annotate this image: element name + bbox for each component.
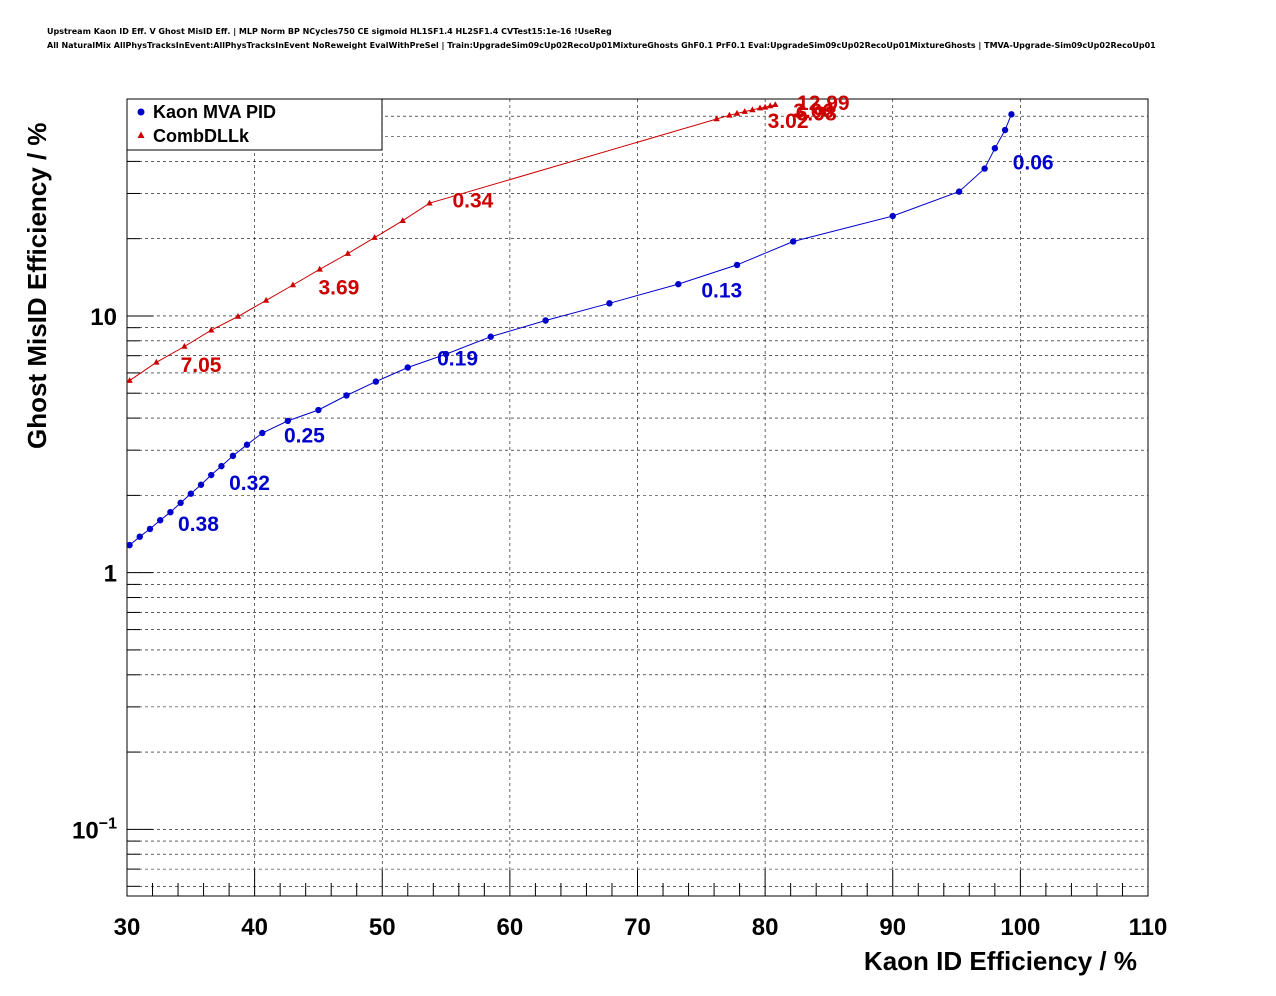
legend-marker-combdllk	[137, 131, 145, 138]
data-point-kaon-mva	[127, 541, 133, 549]
data-point-combdllk	[726, 111, 733, 118]
x-axis-label: Kaon ID Efficiency / %	[864, 946, 1137, 976]
y-tick-label: 1	[104, 561, 117, 588]
data-point-combdllk	[749, 106, 756, 113]
y-tick-label: 10−1	[72, 815, 117, 844]
data-point-kaon-mva	[259, 429, 266, 437]
data-point-combdllk	[208, 326, 215, 333]
data-point-combdllk	[153, 358, 160, 365]
point-label-combdllk: 7.05	[181, 354, 222, 377]
data-point-kaon-mva	[146, 525, 154, 533]
data-point-kaon-mva	[404, 364, 411, 371]
x-tick-label: 80	[752, 914, 779, 941]
data-point-kaon-mva	[156, 517, 164, 524]
x-tick-label: 110	[1129, 914, 1168, 941]
data-point-combdllk	[316, 265, 323, 272]
data-point-kaon-mva	[197, 481, 205, 488]
data-point-kaon-mva	[606, 300, 613, 307]
point-label-combdllk: 6.98	[796, 103, 837, 126]
data-point-kaon-mva	[177, 499, 184, 507]
y-tick-label: 10	[90, 304, 117, 331]
chart-title-line2: All NaturalMix AllPhysTracksInEvent:AllP…	[47, 41, 1156, 50]
point-label-kaon-mva: 0.32	[229, 472, 270, 495]
x-tick-label: 40	[241, 914, 268, 941]
point-label-combdllk: 12.99	[797, 92, 850, 115]
data-point-combdllk	[181, 343, 188, 349]
point-label-kaon-mva: 0.13	[701, 279, 742, 302]
data-point-combdllk	[399, 217, 406, 223]
data-point-combdllk	[426, 199, 433, 206]
data-point-kaon-mva	[343, 392, 350, 399]
data-point-combdllk	[344, 250, 351, 256]
point-label-kaon-mva: 0.19	[437, 347, 478, 370]
x-tick-label: 60	[497, 914, 524, 941]
legend-box	[126, 98, 383, 151]
point-label-combdllk: 3.02	[768, 110, 809, 133]
x-tick-label: 90	[879, 914, 906, 941]
legend-label-kaon-mva: Kaon MVA PID	[153, 102, 276, 122]
grid	[127, 99, 1148, 896]
data-point-kaon-mva	[1001, 126, 1009, 134]
data-point-kaon-mva	[991, 145, 999, 152]
chart-title-line1: Upstream Kaon ID Eff. V Ghost MisID Eff.…	[47, 27, 612, 36]
data-point-kaon-mva	[955, 188, 963, 195]
data-point-kaon-mva	[229, 452, 237, 460]
data-point-combdllk	[289, 281, 297, 288]
x-tick-label: 70	[624, 914, 651, 941]
point-labels: 0.38 0.32 0.25 0.19 0.13 0.06 7.05 3.69 0.34 3.02…	[178, 92, 1054, 536]
point-label-combdllk: 3.06	[793, 100, 834, 123]
x-tick-label: 30	[114, 914, 141, 941]
data-point-combdllk	[767, 102, 774, 109]
data-point-combdllk	[756, 104, 764, 111]
point-label-kaon-mva: 0.38	[178, 513, 219, 536]
data-point-combdllk	[234, 313, 242, 319]
data-point-kaon-mva	[542, 317, 549, 324]
data-point-kaon-mva	[790, 238, 797, 245]
data-point-combdllk	[761, 103, 769, 110]
legend-marker-kaon-mva	[137, 108, 145, 116]
data-point-combdllk	[772, 101, 779, 107]
point-label-combdllk: 3.69	[318, 277, 359, 300]
data-point-kaon-mva	[675, 280, 682, 288]
data-point-combdllk	[127, 377, 133, 383]
point-label-kaon-mva: 0.06	[1013, 151, 1054, 174]
point-label-combdllk: 0.34	[452, 190, 493, 213]
data-point-kaon-mva	[1008, 111, 1015, 118]
y-axis-label: Ghost MisID Efficiency / %	[22, 122, 52, 449]
data-point-kaon-mva	[442, 350, 450, 358]
data-point-kaon-mva	[315, 406, 322, 414]
legend: Kaon MVA PID CombDLLk	[126, 98, 383, 151]
data-point-kaon-mva	[136, 533, 143, 540]
legend-label-combdllk: CombDLLk	[153, 126, 250, 146]
data-point-kaon-mva	[981, 165, 988, 172]
data-point-kaon-mva	[218, 462, 225, 470]
data-point-combdllk	[262, 296, 270, 303]
series-layer	[127, 101, 1015, 549]
data-point-combdllk	[713, 115, 720, 122]
data-point-kaon-mva	[487, 333, 494, 340]
data-point-combdllk	[733, 109, 741, 116]
data-point-kaon-mva	[208, 471, 215, 479]
data-point-kaon-mva	[733, 261, 741, 269]
data-point-combdllk	[371, 234, 378, 240]
data-point-kaon-mva	[243, 441, 251, 448]
data-point-kaon-mva	[167, 508, 174, 516]
data-point-combdllk	[741, 108, 748, 114]
data-point-kaon-mva	[889, 212, 896, 220]
data-point-kaon-mva	[187, 490, 195, 497]
x-tick-label: 50	[369, 914, 396, 941]
point-label-kaon-mva: 0.25	[284, 425, 325, 448]
data-point-kaon-mva	[372, 378, 380, 385]
data-point-kaon-mva	[284, 417, 292, 425]
x-tick-label: 100	[1000, 914, 1040, 941]
